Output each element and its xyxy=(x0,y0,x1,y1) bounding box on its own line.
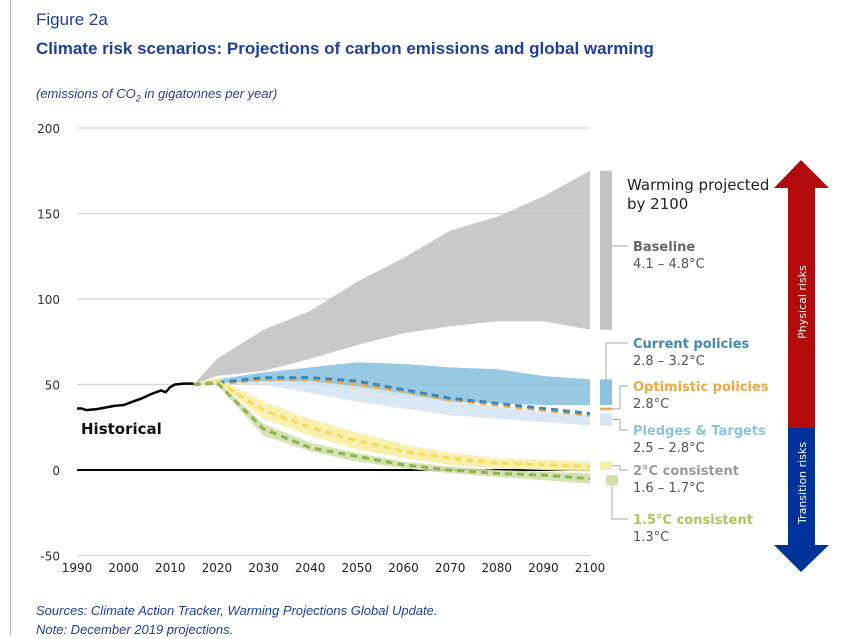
y-tick-label: 0 xyxy=(52,464,60,478)
legend-range: 1.6 – 1.7°C xyxy=(633,481,705,496)
physical-risk-arrow xyxy=(774,160,829,428)
dashed-optimistic-policies xyxy=(193,377,591,417)
figure-label: Figure 2a xyxy=(36,10,108,29)
unit-label: (emissions of CO2 in gigatonnes per year… xyxy=(36,86,277,104)
x-tick-label: 2030 xyxy=(248,561,279,575)
legend-range: 2.8 – 3.2°C xyxy=(633,354,705,369)
x-tick-label: 2040 xyxy=(295,561,326,575)
transition-risks-label: Transition risks xyxy=(796,442,809,525)
transition-risk-arrow xyxy=(774,428,829,572)
x-tick-label: 2100 xyxy=(575,561,606,575)
legend-bar xyxy=(600,461,612,470)
legend-name: 1.5°C consistent xyxy=(633,513,753,528)
unit-post: in gigatonnes per year) xyxy=(140,86,278,101)
unit-sub: 2 xyxy=(135,93,141,104)
y-tick-label: 200 xyxy=(37,122,60,136)
legend-name: Pledges & Targets xyxy=(633,424,766,439)
dashed-2-c-consistent-median xyxy=(193,379,591,469)
band-current-policies xyxy=(193,362,590,406)
x-tick-label: 2070 xyxy=(435,561,466,575)
legend-leader xyxy=(612,385,628,410)
x-tick-label: 2050 xyxy=(342,561,373,575)
band-baseline xyxy=(193,170,590,385)
legend-range: 2.8°C xyxy=(633,397,669,412)
y-tick-label: -50 xyxy=(40,550,60,564)
sources-text: Sources: Climate Action Tracker, Warming… xyxy=(36,603,438,618)
legend-bar xyxy=(600,413,612,426)
legend-heading-2: by 2100 xyxy=(627,195,688,213)
x-tick-label: 2020 xyxy=(202,561,233,575)
legend-bar xyxy=(600,407,612,411)
x-tick-label: 2000 xyxy=(108,561,139,575)
legend-leader xyxy=(612,419,628,431)
legend-bar xyxy=(600,170,612,330)
band-pledges-targets xyxy=(193,381,590,426)
legend-range: 1.3°C xyxy=(633,530,669,545)
legend-name: Baseline xyxy=(633,240,695,255)
historical-label: Historical xyxy=(81,420,162,438)
y-tick-label: 50 xyxy=(45,379,60,393)
x-tick-label: 1990 xyxy=(62,561,93,575)
legend-leader xyxy=(612,465,628,471)
x-tick-label: 2090 xyxy=(528,561,559,575)
x-tick-label: 2010 xyxy=(155,561,186,575)
unit-pre: (emissions of CO xyxy=(36,86,136,101)
legend-name: 2°C consistent xyxy=(633,464,739,479)
left-border xyxy=(10,0,11,636)
historical-line xyxy=(77,382,194,412)
band-2-c-consistent xyxy=(193,377,590,472)
legend-bar xyxy=(600,379,612,406)
y-tick-label: 100 xyxy=(37,293,60,307)
dashed-1-5-c-consistent-median xyxy=(193,381,591,481)
chart-title: Climate risk scenarios: Projections of c… xyxy=(36,39,654,58)
legend-leader xyxy=(605,342,628,380)
legend-range: 2.5 – 2.8°C xyxy=(633,441,705,456)
legend-name: Optimistic policies xyxy=(633,380,769,395)
legend-heading: Warming projected xyxy=(627,176,769,194)
legend-leader xyxy=(611,485,628,520)
note-text: Note: December 2019 projections. xyxy=(36,622,234,637)
x-tick-label: 2060 xyxy=(388,561,419,575)
physical-risks-label: Physical risks xyxy=(796,265,809,339)
legend-bar xyxy=(606,475,618,486)
legend-range: 4.1 – 4.8°C xyxy=(633,257,705,272)
dashed-current-policies-median xyxy=(193,376,591,416)
x-tick-label: 2080 xyxy=(481,561,512,575)
legend-name: Current policies xyxy=(633,337,750,352)
sources: Sources: Climate Action Tracker, Warming… xyxy=(36,601,437,639)
y-tick-label: 150 xyxy=(37,208,60,222)
